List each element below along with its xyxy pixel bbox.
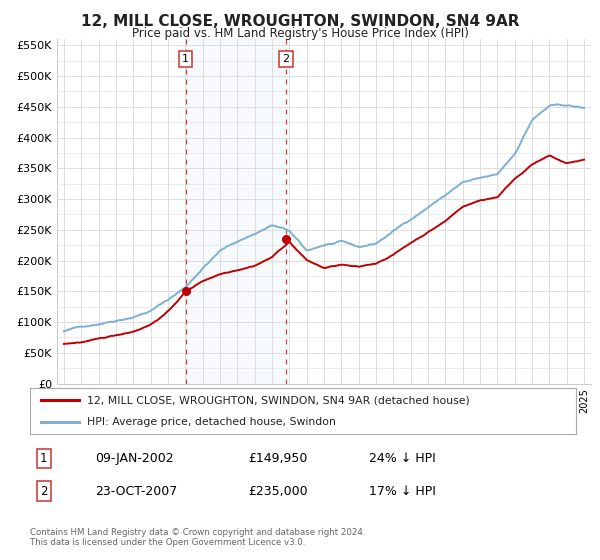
Text: 2: 2 bbox=[40, 484, 47, 497]
Text: 1: 1 bbox=[40, 452, 47, 465]
Text: 12, MILL CLOSE, WROUGHTON, SWINDON, SN4 9AR: 12, MILL CLOSE, WROUGHTON, SWINDON, SN4 … bbox=[81, 14, 519, 29]
Text: 09-JAN-2002: 09-JAN-2002 bbox=[95, 452, 174, 465]
Text: 2: 2 bbox=[283, 54, 290, 64]
Text: 12, MILL CLOSE, WROUGHTON, SWINDON, SN4 9AR (detached house): 12, MILL CLOSE, WROUGHTON, SWINDON, SN4 … bbox=[88, 395, 470, 405]
Text: HPI: Average price, detached house, Swindon: HPI: Average price, detached house, Swin… bbox=[88, 417, 336, 427]
Text: Price paid vs. HM Land Registry's House Price Index (HPI): Price paid vs. HM Land Registry's House … bbox=[131, 27, 469, 40]
Text: 23-OCT-2007: 23-OCT-2007 bbox=[95, 484, 178, 497]
Text: £235,000: £235,000 bbox=[248, 484, 308, 497]
Text: £149,950: £149,950 bbox=[248, 452, 308, 465]
Text: 24% ↓ HPI: 24% ↓ HPI bbox=[368, 452, 435, 465]
Text: 17% ↓ HPI: 17% ↓ HPI bbox=[368, 484, 436, 497]
Bar bbox=[186, 39, 286, 384]
Text: 1: 1 bbox=[182, 54, 190, 64]
Text: Contains HM Land Registry data © Crown copyright and database right 2024.
This d: Contains HM Land Registry data © Crown c… bbox=[30, 528, 365, 547]
